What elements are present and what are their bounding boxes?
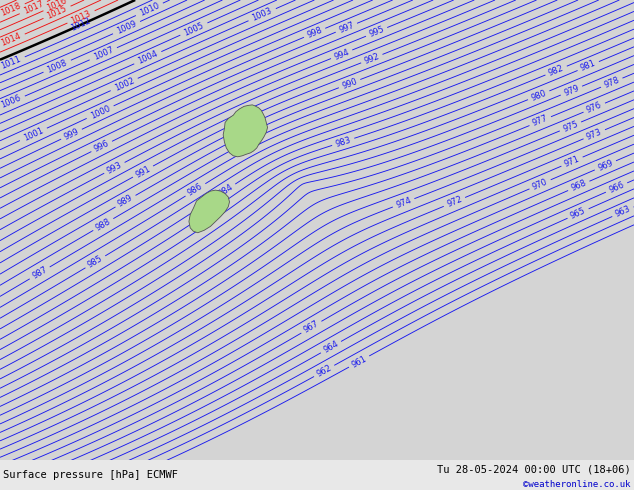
Text: 1015: 1015 bbox=[46, 4, 68, 21]
Text: ©weatheronline.co.uk: ©weatheronline.co.uk bbox=[523, 480, 631, 489]
Text: 971: 971 bbox=[563, 154, 581, 169]
Text: 1008: 1008 bbox=[46, 58, 68, 74]
Text: 1000: 1000 bbox=[89, 104, 112, 121]
Text: 979: 979 bbox=[562, 83, 581, 98]
Text: 977: 977 bbox=[531, 114, 549, 128]
Text: 992: 992 bbox=[363, 51, 381, 66]
Text: 985: 985 bbox=[86, 254, 105, 270]
Text: 965: 965 bbox=[569, 206, 587, 221]
Text: 994: 994 bbox=[333, 47, 351, 61]
Text: 1005: 1005 bbox=[183, 21, 205, 37]
Text: 1002: 1002 bbox=[113, 76, 136, 93]
Text: 996: 996 bbox=[93, 139, 111, 154]
Text: 999: 999 bbox=[63, 127, 81, 142]
Text: 963: 963 bbox=[614, 204, 632, 219]
Text: 993: 993 bbox=[105, 160, 124, 175]
Text: Surface pressure [hPa] ECMWF: Surface pressure [hPa] ECMWF bbox=[3, 470, 178, 480]
Text: 1003: 1003 bbox=[250, 6, 274, 23]
Text: 976: 976 bbox=[585, 100, 604, 115]
Text: 1004: 1004 bbox=[136, 49, 159, 66]
Text: 988: 988 bbox=[94, 217, 112, 232]
Text: 987: 987 bbox=[30, 265, 49, 281]
Text: 990: 990 bbox=[340, 76, 359, 91]
Text: 991: 991 bbox=[134, 164, 152, 179]
Text: 1011: 1011 bbox=[0, 54, 23, 71]
Text: 974: 974 bbox=[394, 196, 413, 210]
Text: 969: 969 bbox=[597, 158, 614, 172]
Text: 984: 984 bbox=[217, 182, 235, 198]
Text: 1017: 1017 bbox=[22, 0, 45, 16]
Text: 1001: 1001 bbox=[22, 126, 45, 143]
Text: 1006: 1006 bbox=[0, 94, 23, 110]
Polygon shape bbox=[189, 190, 230, 233]
Text: 968: 968 bbox=[570, 178, 588, 193]
Text: 1014: 1014 bbox=[0, 32, 23, 48]
Text: 980: 980 bbox=[529, 88, 548, 102]
Text: 982: 982 bbox=[547, 63, 565, 78]
Text: 1012: 1012 bbox=[70, 16, 93, 33]
Text: 981: 981 bbox=[579, 59, 597, 73]
Text: 983: 983 bbox=[334, 135, 353, 148]
Text: 1010: 1010 bbox=[138, 1, 161, 18]
Bar bbox=[0, 460, 634, 490]
Text: 964: 964 bbox=[322, 340, 340, 355]
Polygon shape bbox=[223, 105, 268, 157]
Text: 1009: 1009 bbox=[115, 19, 138, 36]
Text: 973: 973 bbox=[585, 127, 604, 142]
Text: 978: 978 bbox=[603, 75, 621, 90]
Text: 962: 962 bbox=[315, 363, 333, 379]
Text: 967: 967 bbox=[302, 319, 321, 335]
Text: 986: 986 bbox=[186, 182, 205, 198]
Text: 1007: 1007 bbox=[92, 46, 115, 62]
Text: 1016: 1016 bbox=[46, 0, 68, 13]
Text: 1018: 1018 bbox=[0, 1, 23, 18]
Text: 975: 975 bbox=[561, 119, 579, 134]
Text: 966: 966 bbox=[607, 180, 626, 195]
Text: 1013: 1013 bbox=[70, 8, 93, 25]
Text: 998: 998 bbox=[306, 25, 324, 40]
Text: 961: 961 bbox=[350, 354, 368, 369]
Text: 995: 995 bbox=[368, 24, 385, 39]
Text: 972: 972 bbox=[446, 195, 463, 209]
Text: 997: 997 bbox=[337, 21, 356, 35]
Text: Tu 28-05-2024 00:00 UTC (18+06): Tu 28-05-2024 00:00 UTC (18+06) bbox=[437, 465, 631, 474]
Text: 989: 989 bbox=[117, 194, 134, 209]
Text: 970: 970 bbox=[531, 177, 549, 192]
